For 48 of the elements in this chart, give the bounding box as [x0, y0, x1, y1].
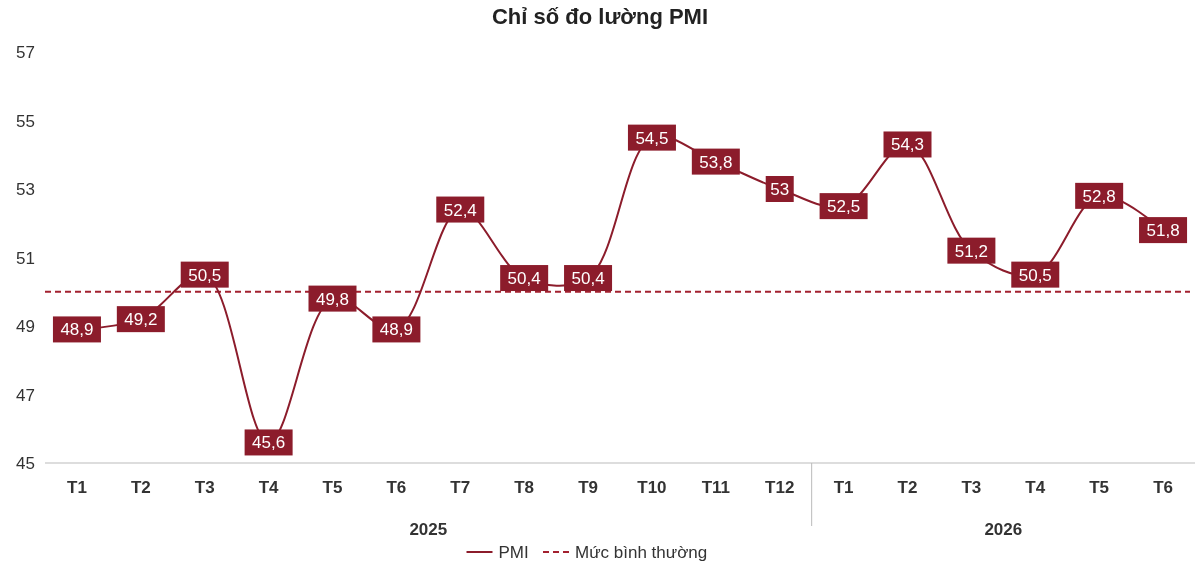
x-tick-label: T5 [322, 478, 343, 497]
x-tick-label: T10 [637, 478, 667, 497]
data-label: 51,2 [954, 241, 988, 261]
x-tick-label: T1 [833, 478, 854, 497]
data-label: 53,8 [699, 152, 733, 172]
x-tick-label: T7 [450, 478, 471, 497]
data-label: 49,8 [315, 289, 350, 309]
data-label: 51,8 [1146, 221, 1180, 241]
x-tick-label: T4 [1025, 478, 1046, 497]
text: 2026 [984, 520, 1023, 539]
data-label: 45,6 [252, 433, 286, 453]
x-tick-label: T3 [194, 478, 215, 497]
data-label: 50,4 [507, 269, 541, 289]
x-tick-label: T6 [386, 478, 407, 497]
data-label: 52,4 [443, 200, 477, 220]
y-tick-label: 53 [16, 180, 35, 199]
y-tick-label: 45 [16, 454, 35, 473]
y-tick-label: 47 [16, 385, 35, 405]
chart-title: Chỉ số đo lường PMI [491, 4, 709, 29]
text: 2025 [409, 520, 448, 539]
x-tick-label: T1 [67, 478, 87, 497]
y-tick-label: 51 [16, 248, 35, 268]
x-tick-label: T6 [1153, 478, 1173, 497]
data-label: 53 [770, 180, 790, 199]
data-label: 50,5 [1018, 265, 1052, 285]
data-label: 52,8 [1082, 186, 1116, 206]
data-label: 52,5 [827, 197, 861, 217]
x-tick-label: T8 [514, 478, 535, 497]
x-tick-label: T5 [1089, 478, 1110, 497]
x-tick-label: T3 [961, 478, 982, 497]
x-tick-label: T11 [701, 478, 731, 497]
x-tick-label: T2 [897, 478, 918, 497]
x-tick-label: T2 [130, 478, 151, 497]
y-tick-label: 57 [16, 43, 35, 62]
x-tick-label: T4 [258, 478, 280, 497]
data-label: 48,9 [379, 320, 413, 340]
data-label: 54,3 [890, 135, 925, 155]
y-tick-label: 55 [16, 111, 35, 131]
x-tick-label: T12 [765, 478, 795, 497]
x-tick-label: T9 [578, 478, 598, 497]
y-tick-label: 49 [16, 317, 35, 336]
data-label: 50,4 [571, 269, 605, 289]
data-label: 49,2 [124, 310, 158, 330]
data-label: 50,5 [188, 265, 222, 285]
legend-label: Mức bình thường [575, 543, 708, 562]
data-label: 54,5 [635, 128, 669, 148]
data-label: 48,9 [60, 320, 94, 340]
legend-label: PMI [498, 543, 529, 562]
